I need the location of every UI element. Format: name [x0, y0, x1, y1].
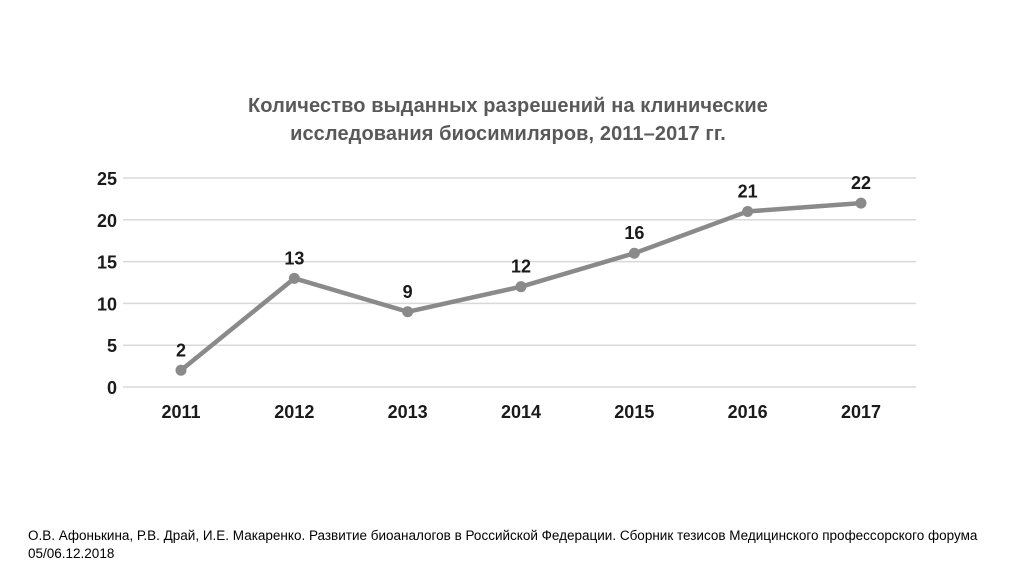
y-axis-tick-label: 25 [97, 169, 117, 189]
y-axis-tick-label: 15 [97, 253, 117, 273]
x-axis-tick-label: 2013 [388, 402, 428, 422]
chart-title: Количество выданных разрешений на клинич… [88, 92, 928, 148]
x-axis-tick-label: 2015 [614, 402, 654, 422]
y-axis-tick-label: 0 [107, 378, 117, 398]
x-axis-tick-label: 2012 [274, 402, 314, 422]
data-point-marker [402, 306, 414, 318]
chart-title-line1: Количество выданных разрешений на клинич… [247, 95, 769, 117]
data-point-marker [288, 272, 300, 284]
data-point-marker [742, 205, 754, 217]
data-point-marker [855, 197, 867, 209]
x-axis-tick-label: 2016 [728, 402, 768, 422]
x-axis-tick-label: 2011 [161, 402, 200, 422]
data-point-label: 9 [403, 282, 413, 302]
source-citation-line2: 05/06.12.2018 [28, 545, 115, 561]
data-point-label: 12 [511, 257, 531, 277]
y-axis-tick-label: 20 [97, 211, 117, 231]
x-axis-tick-label: 2017 [841, 402, 881, 422]
data-point-marker [628, 247, 640, 259]
chart-title-line2: исследования биосимиляров, 2011–2017 гг. [290, 123, 726, 145]
data-point-marker [515, 281, 527, 293]
data-point-label: 16 [624, 223, 644, 243]
data-point-label: 22 [851, 173, 871, 193]
source-citation: О.В. Афонькина, Р.В. Драй, И.Е. Макаренк… [28, 527, 988, 563]
data-point-label: 2 [176, 340, 186, 360]
data-point-label: 21 [738, 181, 758, 201]
y-axis-tick-label: 5 [107, 336, 117, 356]
source-citation-line1: О.В. Афонькина, Р.В. Драй, И.Е. Макаренк… [28, 528, 978, 543]
y-axis-tick-label: 10 [97, 294, 117, 314]
data-point-label: 13 [284, 248, 304, 268]
x-axis-tick-label: 2014 [501, 402, 541, 422]
data-point-marker [175, 364, 187, 376]
